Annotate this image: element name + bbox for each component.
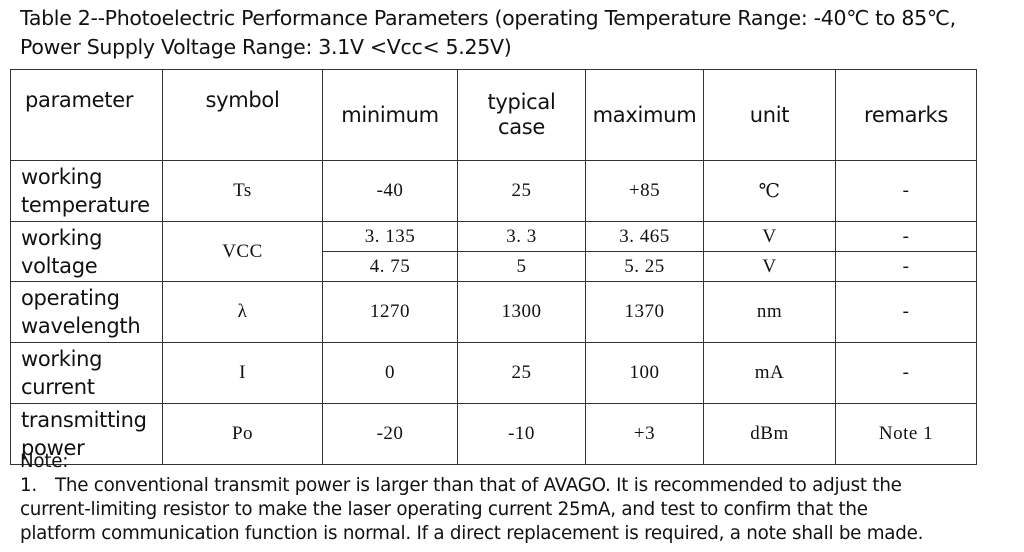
table-row: working temperature Ts -40 25 +85 ℃ - — [10, 160, 977, 222]
remarks-cell: - — [835, 281, 977, 343]
parameter-line-2: temperature — [21, 193, 150, 217]
table-row: 4. 75 5 5. 25 V - — [11, 251, 977, 282]
caption-line-1: Table 2--Photoelectric Performance Param… — [20, 6, 956, 30]
minimum-cell: -40 — [322, 160, 458, 222]
symbol-cell: Ts — [162, 160, 323, 222]
parameter-line-1: working — [21, 347, 103, 371]
minimum-cell: 0 — [322, 342, 458, 404]
caption-line-2: Power Supply Voltage Range: 3.1V <Vcc< 5… — [20, 35, 512, 59]
symbol-cell: VCC — [162, 221, 323, 282]
header-symbol: symbol — [162, 69, 323, 161]
symbol-cell: Po — [162, 403, 323, 465]
header-minimum: minimum — [322, 69, 458, 161]
note-line-3: platform communication function is norma… — [20, 523, 924, 544]
maximum-cell: 5. 25 — [585, 251, 704, 282]
table-row: transmitting power Po -20 -10 +3 dBm Not… — [10, 403, 977, 465]
minimum-cell: 3. 135 — [322, 221, 458, 252]
note-line-1: The conventional transmit power is large… — [55, 475, 902, 496]
unit-cell: mA — [703, 342, 836, 404]
maximum-cell: +85 — [585, 160, 704, 222]
remarks-cell: Note 1 — [835, 403, 977, 465]
maximum-cell: 1370 — [585, 281, 704, 343]
header-parameter: parameter — [10, 69, 163, 161]
header-row: parameter symbol minimum typical case ma… — [10, 69, 977, 161]
remarks-cell: - — [835, 221, 977, 252]
parameter-cell: operating wavelength — [10, 281, 163, 343]
header-typical-line-1: typical — [487, 90, 556, 114]
maximum-cell: +3 — [585, 403, 704, 465]
typical-cell: 5 — [457, 251, 586, 282]
typical-cell: 25 — [457, 342, 586, 404]
maximum-cell: 100 — [585, 342, 704, 404]
typical-cell: 1300 — [457, 281, 586, 343]
unit-cell: ℃ — [703, 160, 836, 222]
notes-heading: Note: — [20, 451, 69, 472]
minimum-cell: 4. 75 — [322, 251, 458, 282]
parameter-line-1: working — [21, 225, 103, 250]
parameter-line-1: transmitting — [21, 408, 147, 432]
header-remarks: remarks — [835, 69, 977, 161]
typical-cell: 25 — [457, 160, 586, 222]
maximum-cell: 3. 465 — [585, 221, 704, 252]
parameter-cell: working temperature — [10, 160, 163, 222]
remarks-cell: - — [835, 160, 977, 222]
symbol-cell: λ — [162, 281, 323, 343]
notes-section: Note: 1. The conventional transmit power … — [20, 450, 1020, 546]
parameter-line-1: operating — [21, 286, 120, 310]
table-caption: Table 2--Photoelectric Performance Param… — [20, 4, 1020, 62]
parameter-line-2: wavelength — [21, 314, 141, 338]
header-typical: typical case — [457, 69, 586, 161]
minimum-cell: 1270 — [322, 281, 458, 343]
table-row: operating wavelength λ 1270 1300 1370 nm… — [10, 281, 977, 343]
unit-cell: dBm — [703, 403, 836, 465]
minimum-cell: -20 — [322, 403, 458, 465]
note-number: 1. — [20, 475, 37, 496]
note-line-2: current-limiting resistor to make the la… — [20, 499, 868, 520]
header-unit: unit — [703, 69, 836, 161]
remarks-cell: - — [835, 342, 977, 404]
table-row: working current I 0 25 100 mA - — [10, 342, 977, 404]
parameter-cell: working current — [10, 342, 163, 404]
unit-cell: V — [703, 221, 836, 252]
parameters-table: parameter symbol minimum typical case ma… — [10, 69, 977, 465]
parameter-cell: working voltage — [10, 221, 163, 282]
header-maximum: maximum — [585, 69, 704, 161]
unit-cell: nm — [703, 281, 836, 343]
parameter-line-2: voltage — [21, 253, 98, 278]
unit-cell: V — [703, 251, 836, 282]
parameter-cell: transmitting power — [10, 403, 163, 465]
parameter-line-1: working — [21, 165, 103, 189]
parameter-line-2: power — [21, 436, 85, 460]
typical-cell: -10 — [457, 403, 586, 465]
parameter-line-2: current — [21, 375, 95, 399]
typical-cell: 3. 3 — [457, 221, 586, 252]
table-row: working voltage VCC 3. 135 3. 3 3. 465 V… — [10, 221, 977, 282]
note-item-1: 1. The conventional transmit power is lar… — [20, 474, 1020, 498]
header-typical-line-2: case — [497, 115, 546, 139]
remarks-cell: - — [835, 251, 977, 282]
symbol-cell: I — [162, 342, 323, 404]
